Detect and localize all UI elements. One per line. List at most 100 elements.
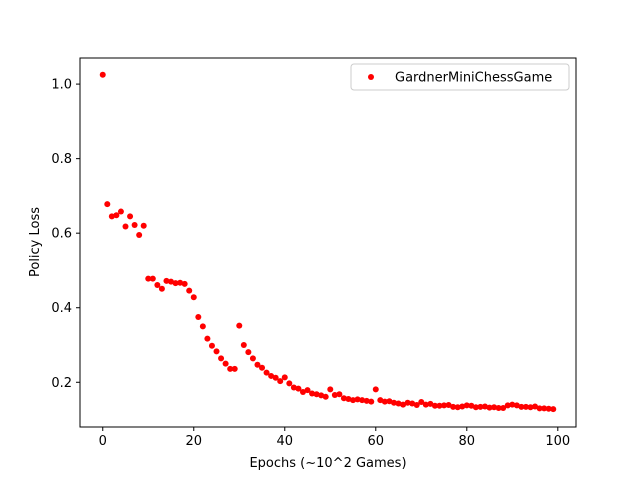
y-axis: 0.2 0.4 0.6 0.8 1.0: [51, 78, 80, 391]
data-point: [295, 385, 302, 392]
x-axis-label: Epochs (~10^2 Games): [249, 456, 406, 471]
data-point: [404, 399, 411, 406]
data-point: [277, 378, 284, 385]
data-point: [227, 365, 234, 372]
data-point: [400, 401, 407, 408]
x-tick-label: 60: [368, 434, 385, 449]
data-point: [149, 275, 156, 282]
data-point: [431, 402, 438, 409]
y-tick-label: 0.4: [51, 301, 72, 316]
y-tick-label: 0.6: [51, 227, 72, 242]
data-point: [254, 361, 261, 368]
data-point: [459, 403, 466, 410]
data-point: [313, 391, 320, 398]
data-point: [522, 403, 529, 410]
data-point: [249, 355, 256, 362]
x-tick-label: 100: [545, 434, 570, 449]
legend: GardnerMiniChessGame: [350, 63, 570, 91]
data-point: [117, 208, 124, 215]
data-point: [527, 404, 534, 411]
data-point: [322, 393, 329, 400]
data-point: [504, 402, 511, 409]
data-points: [99, 71, 557, 413]
data-point: [231, 365, 238, 372]
data-point: [491, 404, 498, 411]
legend-label: GardnerMiniChessGame: [395, 71, 552, 86]
data-point: [413, 402, 420, 409]
data-point: [518, 403, 525, 410]
data-point: [486, 404, 493, 411]
y-tick-label: 1.0: [51, 78, 72, 93]
data-point: [545, 405, 552, 412]
data-point: [245, 349, 252, 356]
plot-frame: [79, 57, 577, 428]
data-point: [381, 398, 388, 405]
data-point: [222, 360, 229, 367]
data-point: [136, 232, 143, 239]
data-point: [286, 380, 293, 387]
data-point: [386, 398, 393, 405]
data-point: [281, 374, 288, 381]
data-point: [377, 397, 384, 404]
data-point: [190, 294, 197, 301]
data-point: [304, 387, 311, 394]
data-point: [199, 323, 206, 330]
data-point: [236, 322, 243, 329]
data-point: [477, 403, 484, 410]
data-point: [441, 402, 448, 409]
data-point: [536, 405, 543, 412]
data-point: [113, 212, 120, 219]
y-axis-label: Policy Loss: [28, 207, 43, 277]
data-point: [395, 400, 402, 407]
data-point: [500, 404, 507, 411]
data-point: [163, 277, 170, 284]
data-point: [336, 391, 343, 398]
data-point: [104, 201, 111, 208]
data-point: [208, 342, 215, 349]
data-point: [409, 400, 416, 407]
data-point: [99, 71, 106, 78]
data-point: [513, 402, 520, 409]
data-point: [263, 369, 270, 376]
data-point: [354, 396, 361, 403]
data-point: [318, 392, 325, 399]
y-tick-label: 0.8: [51, 152, 72, 167]
x-tick-label: 0: [99, 434, 107, 449]
data-point: [445, 402, 452, 409]
data-point: [272, 374, 279, 381]
data-point: [268, 372, 275, 379]
data-point: [427, 400, 434, 407]
data-point: [331, 391, 338, 398]
data-point: [463, 402, 470, 409]
data-point: [290, 384, 297, 391]
data-point: [204, 335, 211, 342]
data-point: [532, 403, 539, 410]
data-point: [350, 397, 357, 404]
x-tick-label: 40: [276, 434, 293, 449]
data-point: [240, 342, 247, 348]
data-point: [422, 401, 429, 408]
data-point: [327, 386, 334, 393]
data-point: [127, 213, 134, 220]
data-point: [259, 364, 266, 371]
data-point: [122, 223, 129, 230]
x-axis: 0 20 40 60 80 100: [99, 427, 570, 449]
data-point: [172, 280, 179, 287]
data-point: [345, 396, 352, 403]
data-point: [218, 355, 225, 362]
data-point: [550, 406, 557, 413]
data-point: [299, 388, 306, 395]
x-tick-label: 20: [185, 434, 202, 449]
data-point: [436, 402, 443, 409]
data-point: [363, 397, 370, 404]
data-point: [309, 390, 316, 397]
y-tick-label: 0.2: [51, 376, 72, 391]
legend-marker: [368, 74, 374, 80]
data-point: [481, 403, 488, 410]
data-point: [145, 275, 152, 282]
data-point: [195, 314, 202, 321]
data-point: [390, 399, 397, 406]
data-point: [509, 401, 516, 408]
data-point: [108, 213, 115, 220]
